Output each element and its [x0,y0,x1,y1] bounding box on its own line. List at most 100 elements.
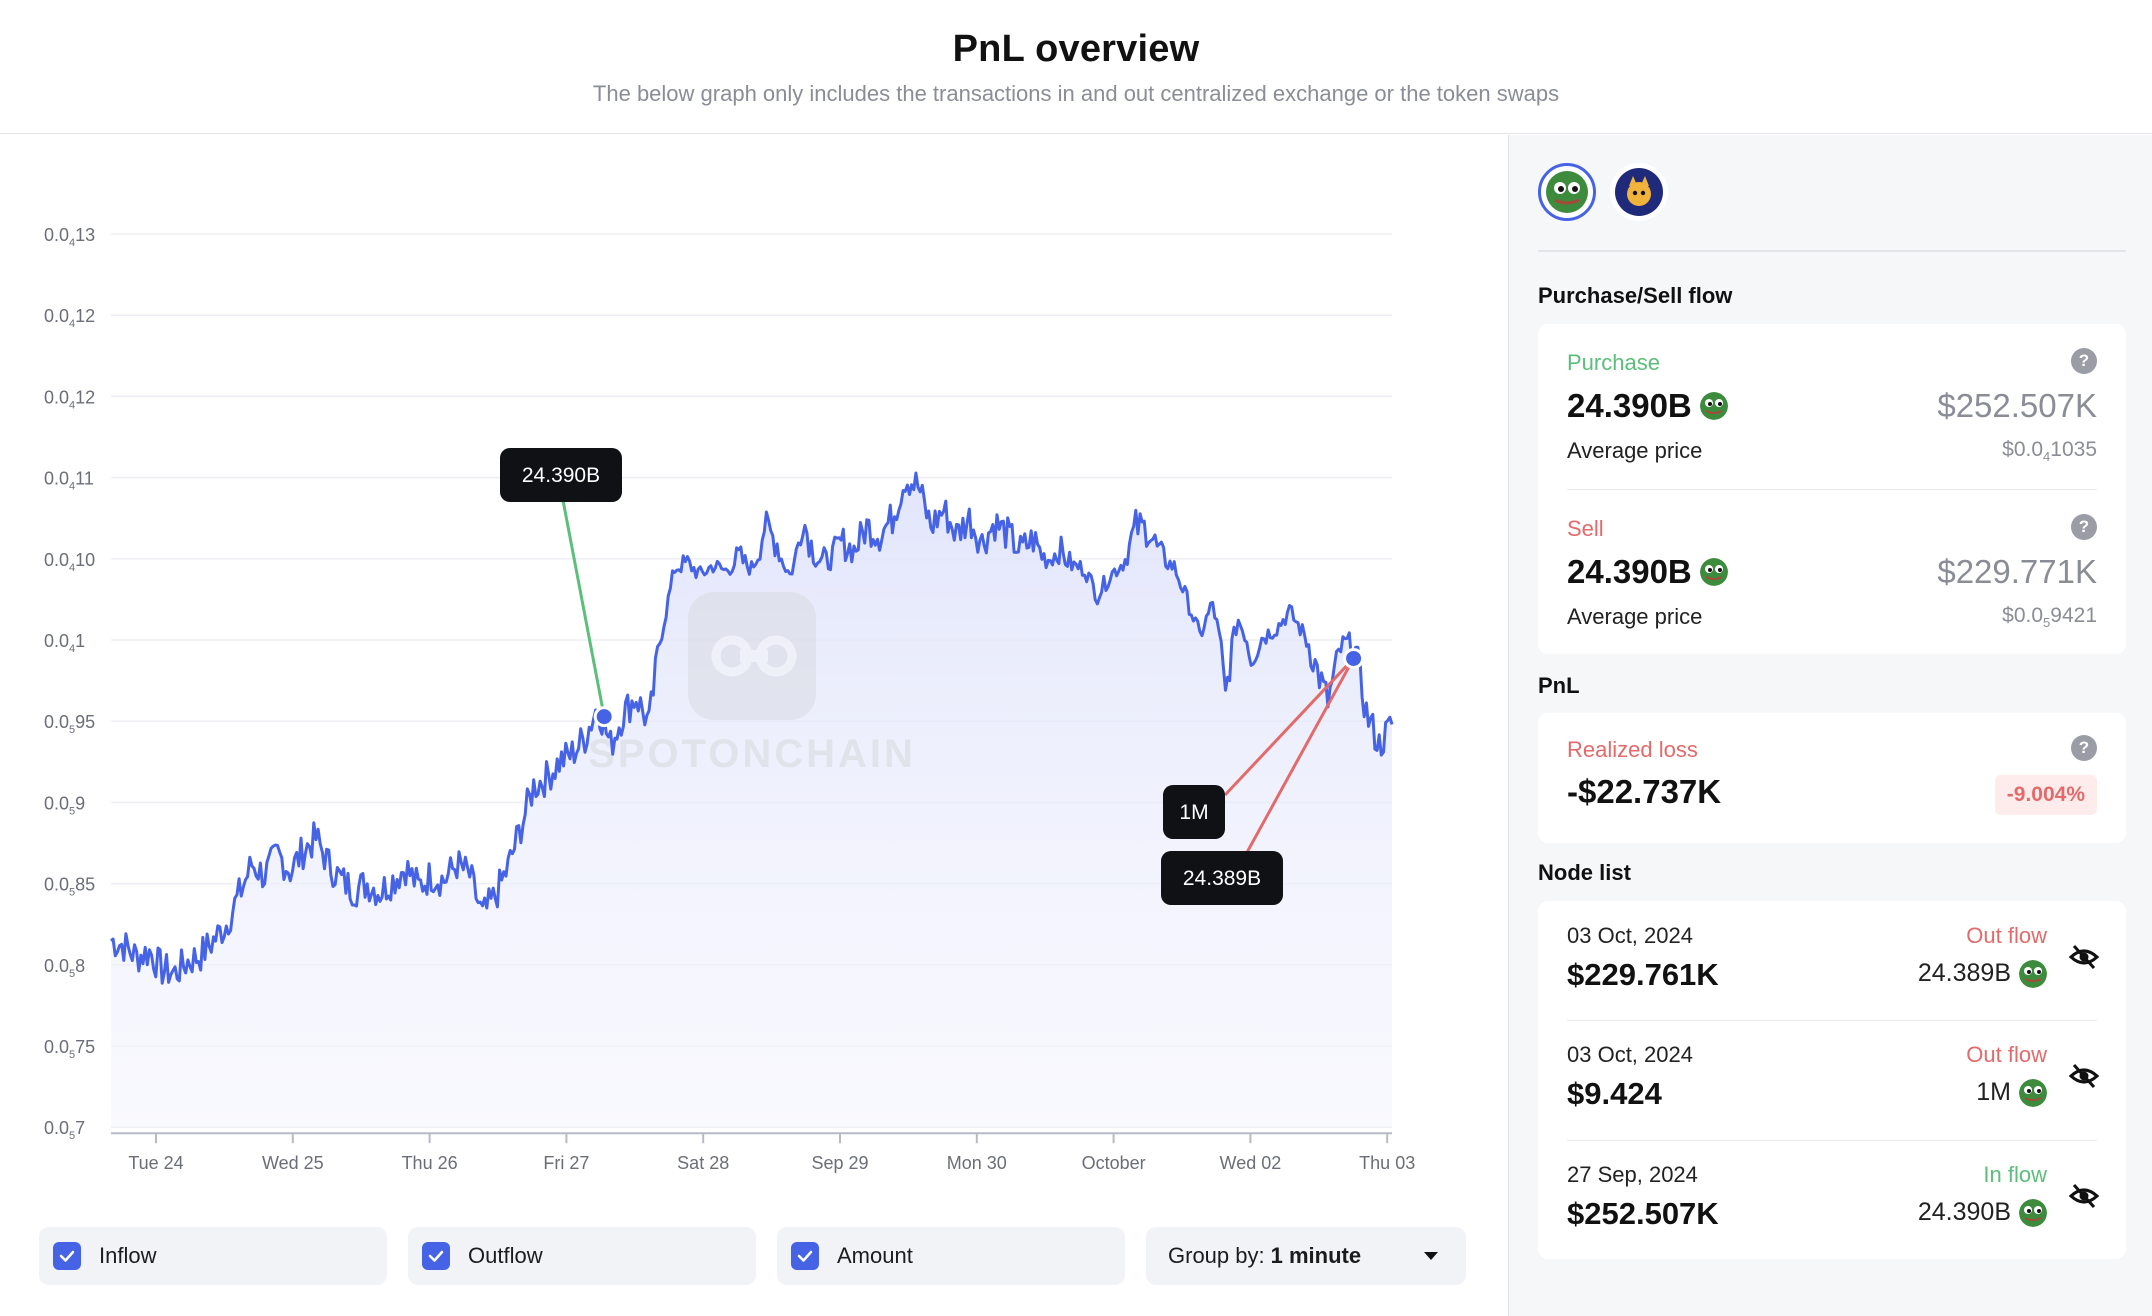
outflow-connector [1243,657,1355,857]
pepe-icon [1546,171,1588,213]
realized-loss-value: -$22.737K [1567,773,1722,810]
amount-toggle[interactable]: Amount [777,1227,1125,1285]
x-tick-label: Thu 03 [1359,1153,1415,1173]
group-by-label: Group by: [1168,1243,1265,1268]
y-tick-label: 0.058 [44,956,85,980]
token-second-button[interactable] [1610,163,1668,221]
pepe-icon [1699,558,1728,586]
x-tick-label: Sep 29 [811,1153,868,1173]
node-date: 03 Oct, 2024 [1567,1042,1693,1067]
chart-controls: Inflow Outflow Amount Group by: 1 minute [0,1227,1508,1287]
price-area [111,473,1392,1128]
inflow-label: Inflow [99,1243,157,1268]
node-flow-type: Out flow [1966,923,2047,948]
sell-avg-label: Average price [1567,604,1703,629]
price-line [110,471,1394,985]
checkbox-checked-icon[interactable] [53,1242,81,1270]
eye-off-icon[interactable] [2068,943,2100,971]
outflow-connector [1223,657,1355,797]
outflow-callout-1m-box[interactable] [1163,785,1225,839]
pnl-card: Realized loss ? -$22.737K -9.004% [1538,713,2126,843]
x-axis: Tue 24 Wed 25 Thu 26 Fri 27 Sat 28 Sep 29 Mon … [111,1132,1415,1173]
x-tick-label: Fri 27 [543,1153,589,1173]
token-pepe-button[interactable] [1538,163,1596,221]
inflow-toggle[interactable]: Inflow [39,1227,387,1285]
page-title: PnL overview [952,28,1200,70]
pepe-icon [2019,1198,2047,1227]
outflow-toggle[interactable]: Outflow [408,1227,756,1285]
node-usd: $9.424 [1567,1076,1662,1111]
y-tick-label: 0.0585 [44,875,95,899]
sidebar: Purchase/Sell flow Purchase ? 24.390B $2… [1509,135,2152,1316]
y-tick-label: 0.0595 [44,712,95,736]
node-date: 03 Oct, 2024 [1567,923,1693,948]
sell-usd: $229.771K [1937,553,2097,590]
page-subtitle: The below graph only includes the transa… [592,81,1560,106]
sell-label: Sell [1567,516,1604,541]
y-tick-label: 0.0411 [44,469,94,493]
list-item[interactable]: 27 Sep, 2024 $252.507K In flow 24.390B [1538,1141,2126,1259]
loss-percent-badge: -9.004% [1994,775,2097,815]
list-item[interactable]: 03 Oct, 2024 $229.761K Out flow 24.389B [1538,901,2126,1020]
pepe-icon [2019,959,2047,988]
node-separator [1567,1140,2097,1141]
purchase-label: Purchase [1567,350,1660,375]
purchase-amount: 24.390B [1567,387,1692,424]
outflow-marker[interactable] [1343,647,1365,669]
pnl-section-title: PnL [1538,673,1580,698]
x-tick-label: Thu 26 [402,1153,458,1173]
outflow-label: Outflow [468,1243,543,1268]
help-icon[interactable]: ? [2071,348,2097,374]
realized-loss-label: Realized loss [1567,737,1698,762]
list-item[interactable]: 03 Oct, 2024 $9.424 Out flow 1M [1538,1021,2126,1140]
y-tick-label: 0.0575 [44,1037,95,1061]
eye-off-icon[interactable] [2068,1182,2100,1210]
checkbox-checked-icon[interactable] [791,1242,819,1270]
help-icon[interactable]: ? [2071,735,2097,761]
help-icon[interactable]: ? [2071,514,2097,540]
token-avatar-icon [1615,168,1663,216]
outflow-callout-1m-label: 1M [1179,801,1208,824]
flow-section-title: Purchase/Sell flow [1538,283,1733,308]
amount-label: Amount [837,1243,913,1268]
caret-down-icon [1424,1252,1438,1260]
purchase-avg-label: Average price [1567,438,1703,463]
chart-area: 0.0413 0.0412 0.0412 0.0411 0.0410 0.041 0.059… [0,135,1508,1316]
group-by-select[interactable]: Group by: 1 minute [1146,1227,1466,1285]
node-flow-type: In flow [1983,1162,2047,1187]
y-tick-label: 0.059 [44,793,85,817]
inflow-callout-box[interactable] [500,448,622,502]
eye-off-icon[interactable] [2068,1062,2100,1090]
inflow-marker[interactable] [593,706,615,728]
y-tick-label: 0.041 [44,631,85,655]
outflow-callout-box[interactable] [1161,851,1283,905]
purchase-usd: $252.507K [1937,387,2097,424]
page-header: PnL overview The below graph only includ… [0,0,2152,134]
sidebar-divider [1538,250,2126,252]
pnl-chart[interactable]: 0.0413 0.0412 0.0412 0.0411 0.0410 0.041 0.059… [0,135,1508,1185]
y-tick-label: 0.057 [44,1118,85,1142]
x-tick-label: Wed 25 [262,1153,324,1173]
price-line-path [110,471,1394,985]
x-tick-label: Wed 02 [1220,1153,1282,1173]
purchase-avg-price: $0.041035 [2002,438,2097,465]
pepe-icon [2019,1078,2047,1107]
watermark-text: SPOTONCHAIN [588,732,916,776]
node-separator [1567,1020,2097,1021]
x-tick-label: October [1082,1153,1146,1173]
inflow-callout-label: 24.390B [522,464,600,487]
node-usd: $229.761K [1567,957,1719,992]
panel-divider [1508,135,1509,1316]
x-tick-label: Sat 28 [677,1153,729,1173]
y-tick-label: 0.0410 [44,550,95,574]
sell-amount: 24.390B [1567,553,1692,590]
watermark-logo [688,592,816,720]
node-list-title: Node list [1538,860,1631,885]
pepe-icon [1699,392,1728,420]
node-list-card: 03 Oct, 2024 $229.761K Out flow 24.389B … [1538,901,2126,1259]
node-amount: 24.389B [1917,959,2011,987]
sell-avg-price: $0.059421 [2002,604,2097,631]
checkbox-checked-icon[interactable] [422,1242,450,1270]
node-amount: 1M [1976,1078,2011,1106]
chart-area-fill [111,473,1392,1128]
